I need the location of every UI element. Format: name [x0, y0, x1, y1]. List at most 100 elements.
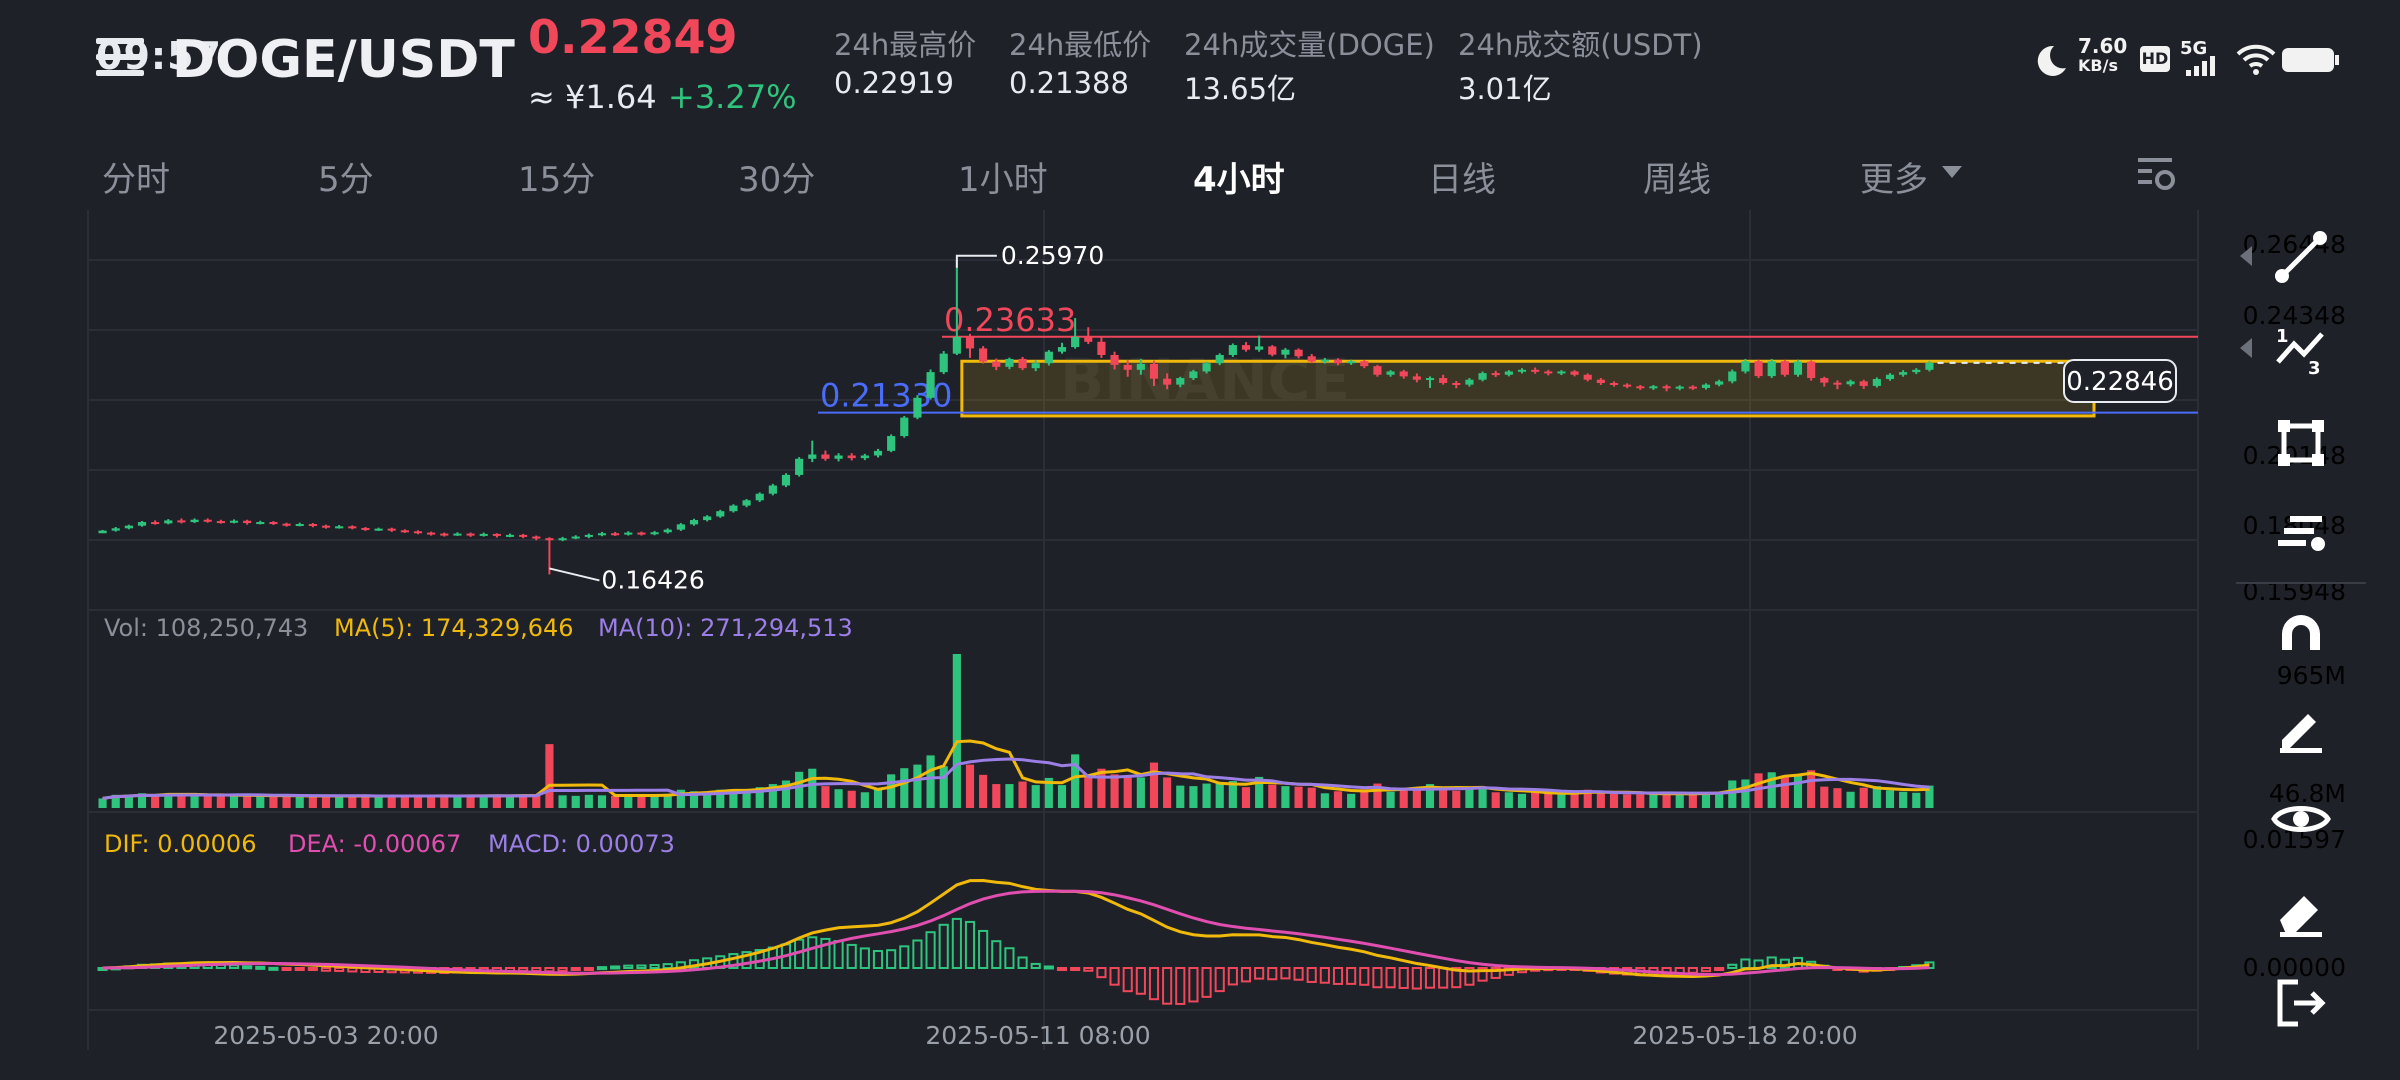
tab-1h[interactable]: 1小时 — [958, 160, 1048, 200]
tab-1w[interactable]: 周线 — [1643, 160, 1711, 200]
volume-bar — [1123, 776, 1132, 808]
tab-30m[interactable]: 30分 — [738, 160, 816, 200]
dif-label: DIF: 0.00006 — [104, 830, 256, 858]
candle-body — [597, 533, 607, 536]
volume-bar — [282, 795, 291, 808]
volume-bar — [1399, 788, 1408, 808]
volume-bar — [479, 795, 488, 808]
magnet-icon[interactable] — [2270, 604, 2332, 666]
macd-bar — [334, 967, 345, 972]
tab-5m[interactable]: 5分 — [318, 160, 374, 200]
macd-bar — [1359, 967, 1370, 986]
high-marker-line — [955, 254, 997, 268]
candle-body — [229, 520, 239, 523]
expand-left-icon[interactable] — [2240, 338, 2252, 358]
volume-bar — [505, 796, 515, 808]
macd-bar — [294, 967, 305, 971]
volume-bar — [1110, 774, 1119, 808]
chart-settings-icon[interactable] — [2134, 154, 2178, 194]
volume-bar — [190, 794, 199, 808]
candle-body — [1399, 371, 1408, 377]
candle-body — [1241, 345, 1251, 350]
volume-bar — [1833, 788, 1842, 808]
volume-bar — [1675, 794, 1684, 808]
volume-bar — [1715, 791, 1724, 808]
eye-icon[interactable] — [2270, 788, 2332, 850]
volume-bar — [926, 755, 935, 808]
signal-icon — [2186, 56, 2216, 76]
candle-body — [926, 372, 935, 398]
volume-bar — [453, 796, 462, 808]
volume-bar — [1071, 754, 1080, 808]
volume-bar — [492, 795, 501, 808]
tab-1d[interactable]: 日线 — [1428, 160, 1496, 200]
tab-4h[interactable]: 4小时 — [1193, 160, 1285, 200]
macd-bar — [728, 953, 739, 970]
macd-bar — [596, 966, 608, 971]
expand-left-icon[interactable] — [2240, 246, 2252, 266]
price-tick: 0.18048 — [2243, 511, 2346, 540]
pen-icon[interactable] — [2270, 696, 2332, 758]
volume-bar — [216, 795, 225, 808]
macd-bar — [649, 964, 660, 970]
candle-body — [781, 474, 791, 486]
macd-bar — [1070, 967, 1081, 971]
candle-body — [1517, 369, 1527, 372]
exit-drawing-icon[interactable] — [2270, 972, 2332, 1034]
candle-body — [1097, 341, 1106, 355]
moon-icon — [2030, 40, 2070, 80]
volume-bar — [1767, 772, 1776, 808]
menu-icon[interactable] — [96, 38, 144, 78]
macd-bar — [1385, 967, 1396, 989]
candle-body — [1005, 358, 1014, 367]
volume-bar — [781, 780, 791, 808]
volume-bar — [1504, 792, 1513, 808]
macd-bar — [1714, 967, 1725, 971]
wifi-icon — [2236, 44, 2276, 76]
volume-bar — [1347, 793, 1356, 808]
macd-bar — [1083, 967, 1094, 972]
candle-body — [243, 520, 252, 524]
macd-bar — [951, 917, 962, 969]
macd-bar — [583, 967, 594, 971]
candle-body — [440, 533, 449, 536]
rectangle-tool-icon[interactable] — [2270, 412, 2332, 474]
tab-timeline[interactable]: 分时 — [102, 160, 170, 200]
macd-bar — [307, 967, 318, 972]
macd-bar — [1727, 963, 1738, 970]
tab-15m[interactable]: 15分 — [518, 160, 596, 200]
macd-bar — [1490, 967, 1501, 979]
price-tick: 0.24348 — [2243, 301, 2346, 330]
volume-bar — [1544, 793, 1553, 808]
candle-body — [1044, 351, 1053, 364]
candle-body — [1793, 361, 1803, 375]
candle-body — [1386, 371, 1395, 375]
volume-bar — [1163, 777, 1172, 808]
candle-body — [887, 436, 896, 451]
volume-bar — [1320, 793, 1329, 808]
volume-bar — [847, 790, 856, 808]
candle-body — [742, 500, 751, 506]
volume-bar — [1741, 779, 1750, 808]
volume-bar — [1176, 785, 1185, 808]
hline-red-label: 0.23633 — [944, 301, 1076, 339]
candle-body — [1767, 361, 1776, 377]
volume-bar — [795, 771, 804, 808]
candle-body — [1202, 363, 1211, 372]
position-tool-icon[interactable] — [2270, 504, 2332, 566]
candle-body — [1649, 386, 1658, 389]
volume-bar — [256, 796, 265, 808]
volume-bar — [1452, 790, 1461, 808]
volume-bar — [1912, 792, 1921, 808]
eraser-icon[interactable] — [2270, 880, 2332, 942]
candle-body — [1715, 381, 1724, 385]
macd-bar — [1135, 967, 1146, 995]
volume-bar — [584, 794, 593, 808]
pair-title[interactable]: DOGE/USDT — [172, 30, 515, 90]
vol-ma5-line — [102, 739, 1930, 800]
tab-more[interactable]: 更多 — [1860, 160, 1928, 200]
trendline-tool-icon[interactable] — [2270, 226, 2332, 288]
candle-body — [1544, 371, 1553, 374]
